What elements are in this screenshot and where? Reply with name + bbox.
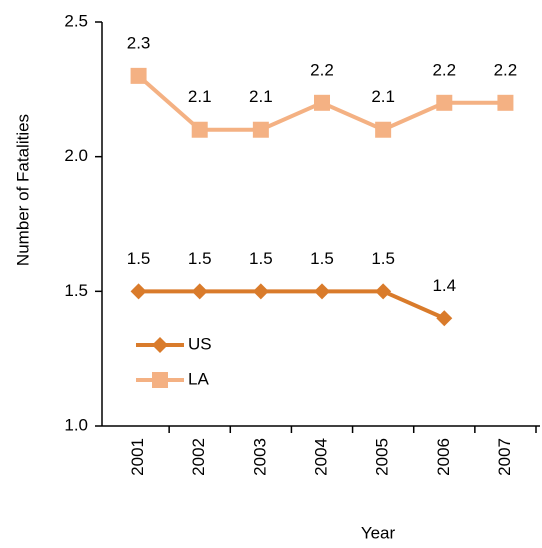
point bbox=[252, 121, 269, 138]
x-tick-label: 2007 bbox=[495, 438, 514, 476]
point bbox=[130, 67, 147, 84]
y-tick-label: 1.0 bbox=[64, 415, 88, 434]
legend-label: US bbox=[188, 334, 212, 353]
data-label: 2.2 bbox=[494, 60, 518, 79]
x-tick-label: 2003 bbox=[250, 438, 269, 476]
y-tick-label: 1.5 bbox=[64, 281, 88, 300]
legend-label: LA bbox=[188, 369, 209, 388]
x-tick-label: 2006 bbox=[434, 438, 453, 476]
x-tick-label: 2005 bbox=[373, 438, 392, 476]
x-tick-label: 2004 bbox=[311, 438, 330, 476]
data-label: 1.5 bbox=[188, 249, 212, 268]
point bbox=[314, 94, 330, 111]
line bbox=[138, 289, 446, 321]
data-label: 1.5 bbox=[249, 249, 273, 268]
x-tick-label: 2001 bbox=[128, 438, 147, 476]
point bbox=[252, 283, 269, 300]
point bbox=[191, 121, 208, 138]
data-label: 2.3 bbox=[127, 33, 151, 52]
data-label: 2.2 bbox=[310, 60, 334, 79]
data-label: 2.1 bbox=[371, 87, 395, 106]
data-label: 1.5 bbox=[127, 249, 151, 268]
y-tick-label: 2.5 bbox=[64, 11, 88, 30]
data-label: 2.1 bbox=[188, 87, 212, 106]
data-label: 1.5 bbox=[310, 249, 334, 268]
point bbox=[436, 94, 453, 111]
data-label: 1.4 bbox=[432, 276, 456, 295]
point bbox=[436, 310, 453, 327]
y-axis-title: Number of Fatalities bbox=[13, 114, 32, 266]
point bbox=[191, 283, 208, 300]
x-tick-label: 2002 bbox=[189, 438, 208, 476]
legend-marker bbox=[152, 372, 168, 388]
point bbox=[497, 94, 514, 111]
x-axis-title: Year bbox=[361, 523, 396, 542]
data-label: 2.1 bbox=[249, 87, 273, 106]
point bbox=[375, 121, 392, 138]
point bbox=[314, 283, 330, 300]
point bbox=[130, 283, 147, 300]
data-label: 2.2 bbox=[432, 60, 456, 79]
y-tick-label: 2.0 bbox=[64, 146, 88, 165]
data-label: 1.5 bbox=[371, 249, 395, 268]
legend-marker bbox=[152, 337, 168, 353]
point bbox=[375, 283, 392, 300]
